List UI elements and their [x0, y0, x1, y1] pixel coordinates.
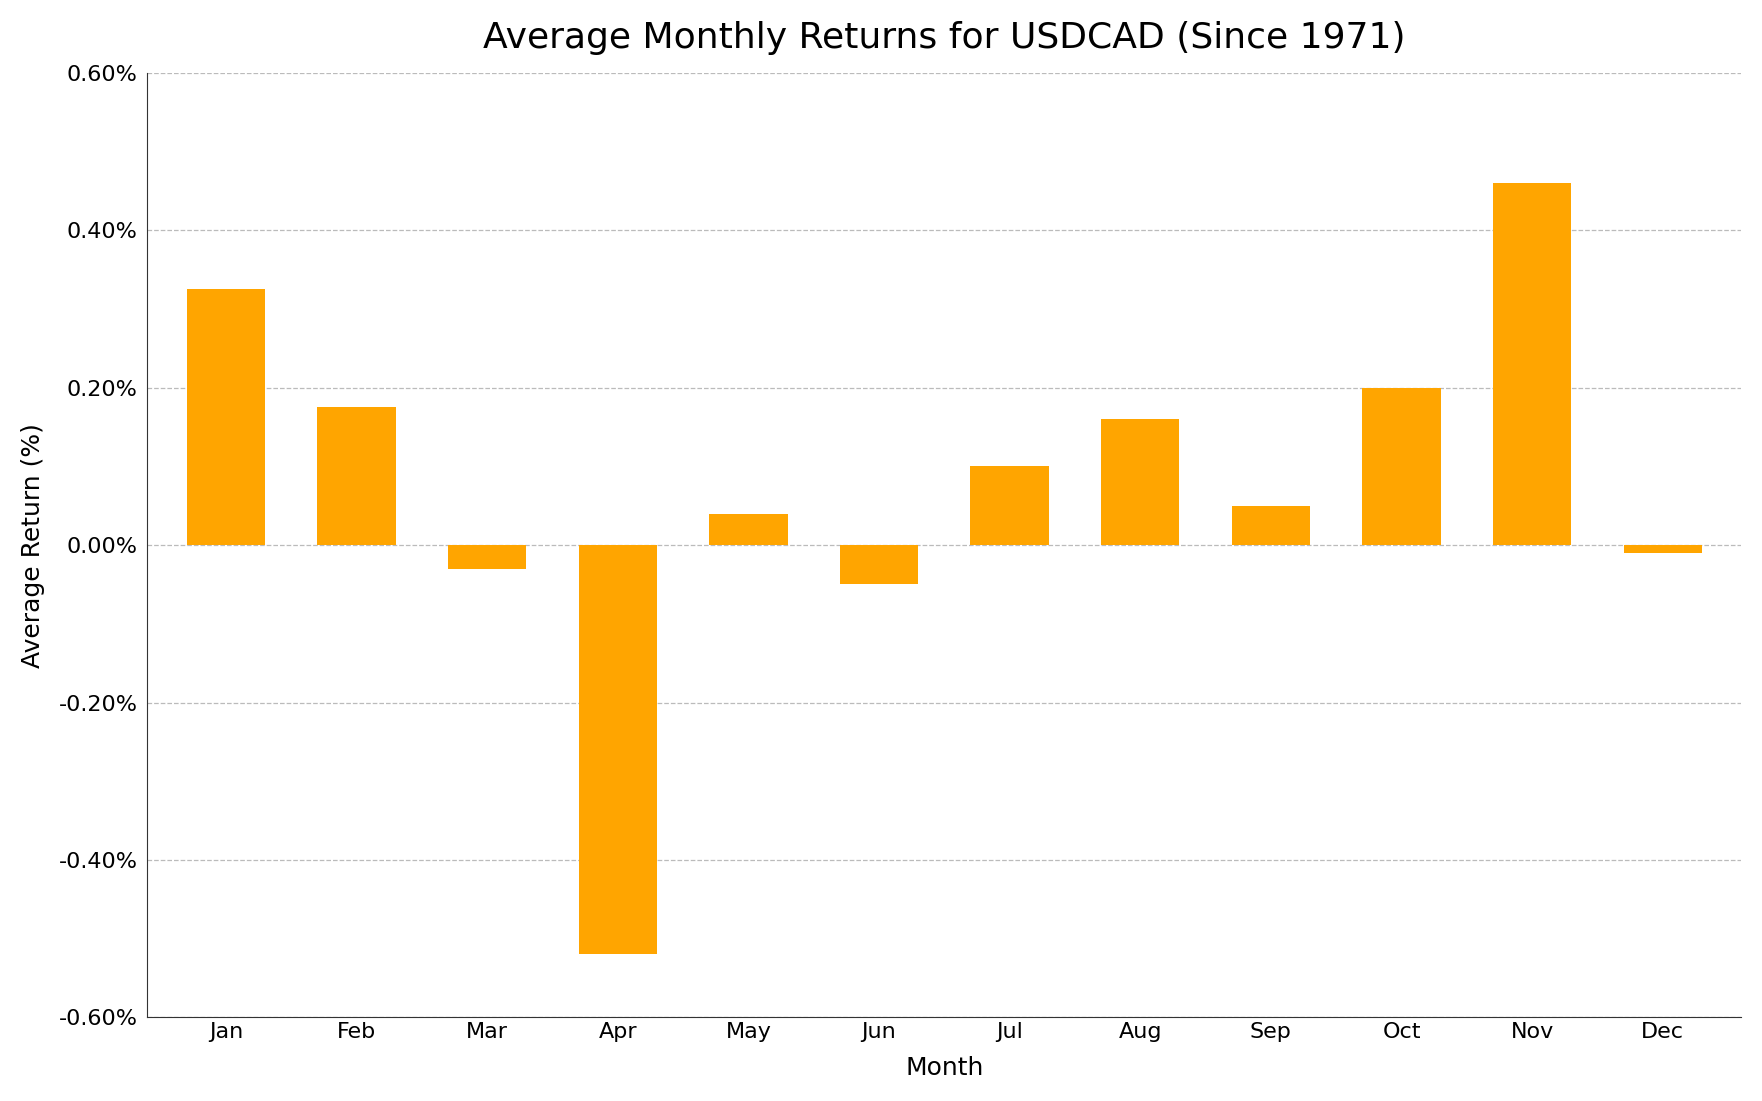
Bar: [578, 545, 657, 955]
Bar: [1492, 183, 1572, 545]
Bar: [708, 514, 788, 545]
Bar: [187, 290, 264, 545]
Bar: [971, 467, 1048, 545]
Bar: [317, 407, 396, 545]
Bar: [448, 545, 527, 569]
Y-axis label: Average Return (%): Average Return (%): [21, 423, 44, 667]
Bar: [1232, 505, 1311, 545]
Bar: [840, 545, 918, 585]
X-axis label: Month: Month: [906, 1056, 983, 1080]
Title: Average Monthly Returns for USDCAD (Since 1971): Average Monthly Returns for USDCAD (Sinc…: [483, 21, 1406, 55]
Bar: [1101, 419, 1179, 545]
Bar: [1362, 388, 1441, 545]
Bar: [1623, 545, 1702, 553]
